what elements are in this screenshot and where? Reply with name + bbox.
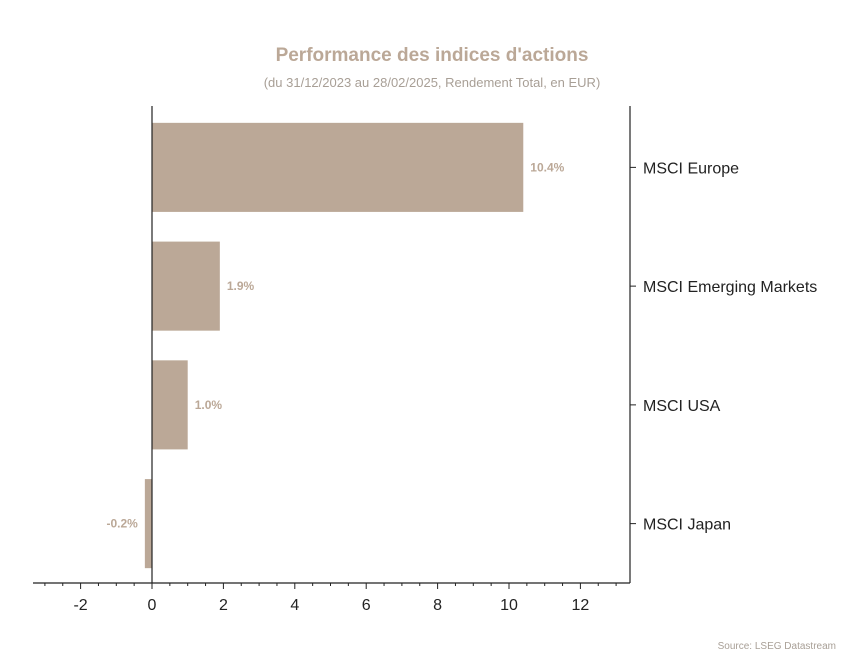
- x-tick-label: 8: [433, 597, 442, 614]
- x-tick-label: 6: [362, 597, 371, 614]
- x-tick-label: -2: [73, 597, 87, 614]
- source-note: Source: LSEG Datastream: [717, 641, 836, 652]
- bar: [152, 241, 220, 331]
- category-label: MSCI USA: [643, 398, 721, 415]
- x-tick-label: 4: [290, 597, 299, 614]
- x-tick-label: 2: [219, 597, 228, 614]
- x-tick-label: 0: [148, 597, 157, 614]
- data-label: -0.2%: [107, 517, 139, 531]
- data-label: 1.9%: [227, 279, 255, 293]
- category-label: MSCI Japan: [643, 517, 731, 534]
- bar: [152, 360, 188, 450]
- data-label: 10.4%: [530, 160, 564, 174]
- chart-subtitle: (du 31/12/2023 au 28/02/2025, Rendement …: [263, 75, 601, 90]
- chart-title: Performance des indices d'actions: [275, 45, 589, 66]
- data-label: 1.0%: [195, 398, 223, 412]
- bar: [144, 479, 152, 569]
- x-tick-label: 10: [500, 597, 518, 614]
- category-label: MSCI Emerging Markets: [643, 279, 817, 296]
- category-label: MSCI Europe: [643, 160, 739, 177]
- x-tick-label: 12: [572, 597, 590, 614]
- bar: [152, 122, 524, 212]
